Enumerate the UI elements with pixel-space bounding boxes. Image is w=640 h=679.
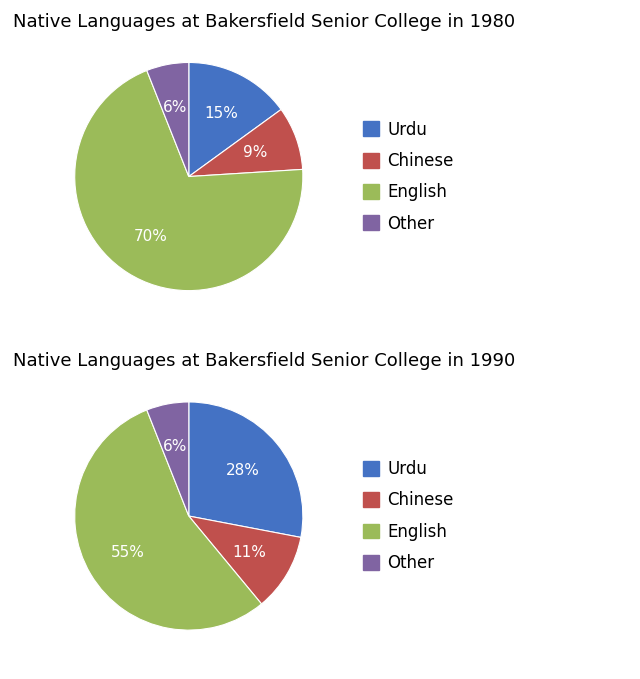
Text: 6%: 6% <box>163 439 188 454</box>
Wedge shape <box>189 109 303 177</box>
Text: 55%: 55% <box>111 545 145 559</box>
Text: 9%: 9% <box>243 145 268 160</box>
Wedge shape <box>189 516 301 604</box>
Wedge shape <box>189 62 281 177</box>
Text: 28%: 28% <box>227 464 260 479</box>
Text: 11%: 11% <box>233 545 267 559</box>
Text: 6%: 6% <box>163 100 188 115</box>
Wedge shape <box>147 402 189 516</box>
Text: Native Languages at Bakersfield Senior College in 1990: Native Languages at Bakersfield Senior C… <box>13 352 515 370</box>
Wedge shape <box>189 402 303 537</box>
Legend: Urdu, Chinese, English, Other: Urdu, Chinese, English, Other <box>362 121 454 232</box>
Text: 15%: 15% <box>204 106 238 121</box>
Wedge shape <box>75 71 303 291</box>
Text: 70%: 70% <box>134 229 168 244</box>
Text: Native Languages at Bakersfield Senior College in 1980: Native Languages at Bakersfield Senior C… <box>13 12 515 31</box>
Wedge shape <box>147 62 189 177</box>
Legend: Urdu, Chinese, English, Other: Urdu, Chinese, English, Other <box>362 460 454 572</box>
Wedge shape <box>75 410 262 630</box>
